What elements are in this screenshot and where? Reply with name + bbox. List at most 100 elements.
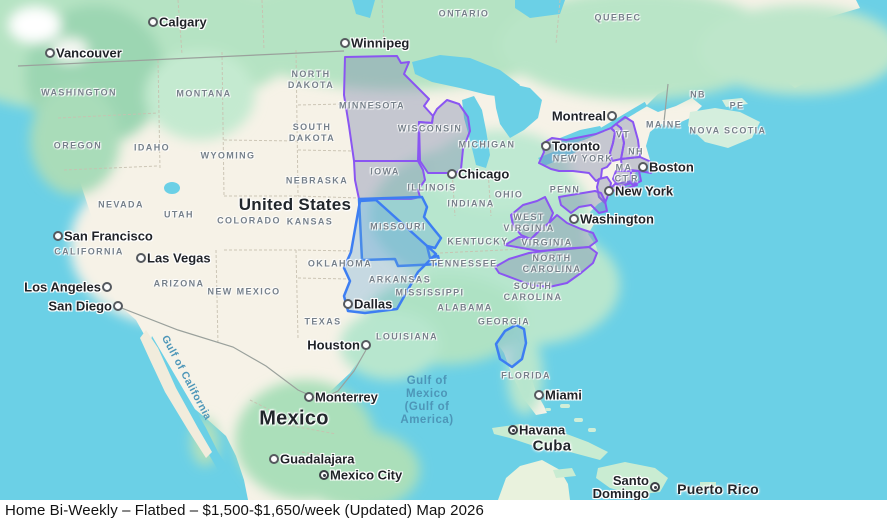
state-label-utah: UTAH — [164, 209, 194, 220]
highlight-iowa — [353, 160, 426, 200]
city-label-toronto: Toronto — [552, 138, 601, 154]
baja-peninsula — [140, 330, 212, 458]
highlighted-regions-blue — [342, 195, 528, 369]
map-labels: WASHINGTON MONTANA NORTH DAKOTA SOUTH DAKOTA O… — [24, 8, 767, 501]
city-marker-dallas[interactable] — [343, 299, 353, 309]
state-label-california: CALIFORNIA — [54, 246, 124, 257]
city-marker-chicago[interactable] — [447, 169, 457, 179]
city-marker-las-vegas[interactable] — [136, 253, 146, 263]
city-label-houston: Houston — [307, 337, 360, 353]
city-label-chicago: Chicago — [458, 166, 510, 182]
city-marker-los-angeles[interactable] — [102, 282, 112, 292]
state-label-kentucky: KENTUCKY — [447, 236, 509, 247]
state-label-north-dakota: NORTH DAKOTA — [287, 69, 335, 90]
state-label-oklahoma: OKLAHOMA — [307, 258, 373, 269]
state-label-penn: PENN — [549, 184, 581, 195]
islands-bahamas — [543, 390, 596, 432]
state-label-west-virginia: WEST VIRGINIA — [503, 212, 555, 233]
city-marker-new-york[interactable] — [604, 186, 614, 196]
city-marker-vancouver[interactable] — [45, 48, 55, 58]
city-label-washington: Washington — [580, 211, 654, 227]
highlight-wisconsin — [418, 99, 471, 174]
city-marker-winnipeg[interactable] — [340, 38, 350, 48]
country-label-mexico: Mexico — [259, 407, 329, 430]
state-label-new-mexico: NEW MEXICO — [207, 286, 281, 297]
state-label-new-york: NEW YORK — [552, 153, 614, 164]
state-label-ontario: ONTARIO — [438, 8, 490, 19]
city-marker-boston[interactable] — [638, 162, 648, 172]
city-marker-monterrey[interactable] — [304, 392, 314, 402]
water-label-gulf-of-mexico-gulf-of-america: Gulf of Mexico (Gulf of America) — [400, 375, 454, 426]
map-art — [0, 0, 887, 500]
city-label-guadalajara: Guadalajara — [280, 451, 355, 467]
capital-marker-mexico-city[interactable] — [319, 470, 329, 480]
city-marker-calgary[interactable] — [148, 17, 158, 27]
state-label-pe: PE — [729, 100, 745, 111]
city-label-boston: Boston — [649, 159, 694, 175]
capital-marker-santo-domingo[interactable] — [650, 482, 660, 492]
gulf-of-california-water — [148, 336, 228, 470]
state-label-ohio: OHIO — [494, 189, 524, 200]
highlight-west-virginia — [510, 196, 554, 240]
city-label-winnipeg: Winnipeg — [351, 35, 410, 51]
state-label-north-carolina: NORTH CAROLINA — [522, 253, 582, 274]
country-label-puerto-rico: Puerto Rico — [677, 481, 759, 497]
state-label-indiana: INDIANA — [447, 198, 495, 209]
island-puerto-rico — [700, 482, 716, 490]
state-label-nova-scotia: NOVA SCOTIA — [689, 125, 767, 136]
state-label-nebraska: NEBRASKA — [285, 175, 349, 186]
state-label-ma: MA — [615, 162, 633, 173]
landmass-yucatan — [498, 460, 570, 500]
island-jamaica — [553, 468, 576, 478]
caption-bar: Home Bi-Weekly – Flatbed – $1,500-$1,650… — [0, 500, 887, 521]
highlighted-states-purple — [343, 55, 656, 288]
city-marker-guadalajara[interactable] — [269, 454, 279, 464]
city-label-san-francisco: San Francisco — [64, 228, 153, 244]
city-label-san-diego: San Diego — [48, 298, 112, 314]
city-label-monterrey: Monterrey — [315, 389, 378, 405]
highlight-maryland-delaware — [558, 190, 608, 214]
city-marker-san-diego[interactable] — [113, 301, 123, 311]
city-marker-miami[interactable] — [534, 390, 544, 400]
city-marker-san-francisco[interactable] — [53, 231, 63, 241]
water-label-gulf-of-california: Gulf of California — [159, 333, 214, 423]
state-label-arizona: ARIZONA — [153, 278, 205, 289]
city-marker-houston[interactable] — [361, 340, 371, 350]
state-borders — [57, 0, 561, 463]
city-label-calgary: Calgary — [159, 14, 207, 30]
highlight-rhode-island — [630, 170, 642, 186]
highlight-minnesota — [343, 55, 434, 162]
state-label-missouri: MISSOURI — [370, 221, 426, 232]
state-label-south-carolina: SOUTH CAROLINA — [503, 281, 563, 302]
city-label-los-angeles: Los Angeles — [24, 279, 101, 295]
state-label-montana: MONTANA — [176, 88, 232, 99]
country-borders — [17, 50, 669, 401]
highlight-north-carolina — [494, 246, 598, 288]
capital-marker-havana[interactable] — [508, 425, 518, 435]
city-label-montreal: Montreal — [551, 108, 606, 124]
state-label-wisconsin: WISCONSIN — [397, 123, 463, 134]
city-marker-montreal[interactable] — [607, 111, 617, 121]
city-marker-toronto[interactable] — [541, 141, 551, 151]
map-canvas[interactable]: WASHINGTON MONTANA NORTH DAKOTA SOUTH DAKOTA O… — [0, 0, 887, 500]
city-label-vancouver: Vancouver — [56, 45, 122, 61]
city-marker-washington[interactable] — [569, 214, 579, 224]
highlight-north-florida — [494, 323, 528, 369]
state-label-mississippi: MISSISSIPPI — [395, 287, 465, 298]
state-label-louisiana: LOUISIANA — [375, 331, 439, 342]
city-label-las-vegas: Las Vegas — [147, 250, 211, 266]
state-label-florida: FLORIDA — [501, 370, 551, 381]
city-label-miami: Miami — [545, 387, 582, 403]
state-label-texas: TEXAS — [304, 316, 342, 327]
city-label-santo-domingo: Santo Domingo — [592, 473, 649, 500]
state-label-arkansas: ARKANSAS — [368, 274, 432, 285]
state-label-oregon: OREGON — [53, 140, 103, 151]
city-label-havana: Havana — [519, 422, 566, 438]
state-label-tennessee: TENNESSEE — [430, 258, 498, 269]
state-label-maine: MAINE — [646, 119, 682, 130]
island-cuba — [492, 424, 608, 460]
state-label-virginia: VIRGINIA — [521, 237, 573, 248]
state-label-quebec: QUEBEC — [594, 12, 642, 23]
state-label-iowa: IOWA — [370, 166, 400, 177]
